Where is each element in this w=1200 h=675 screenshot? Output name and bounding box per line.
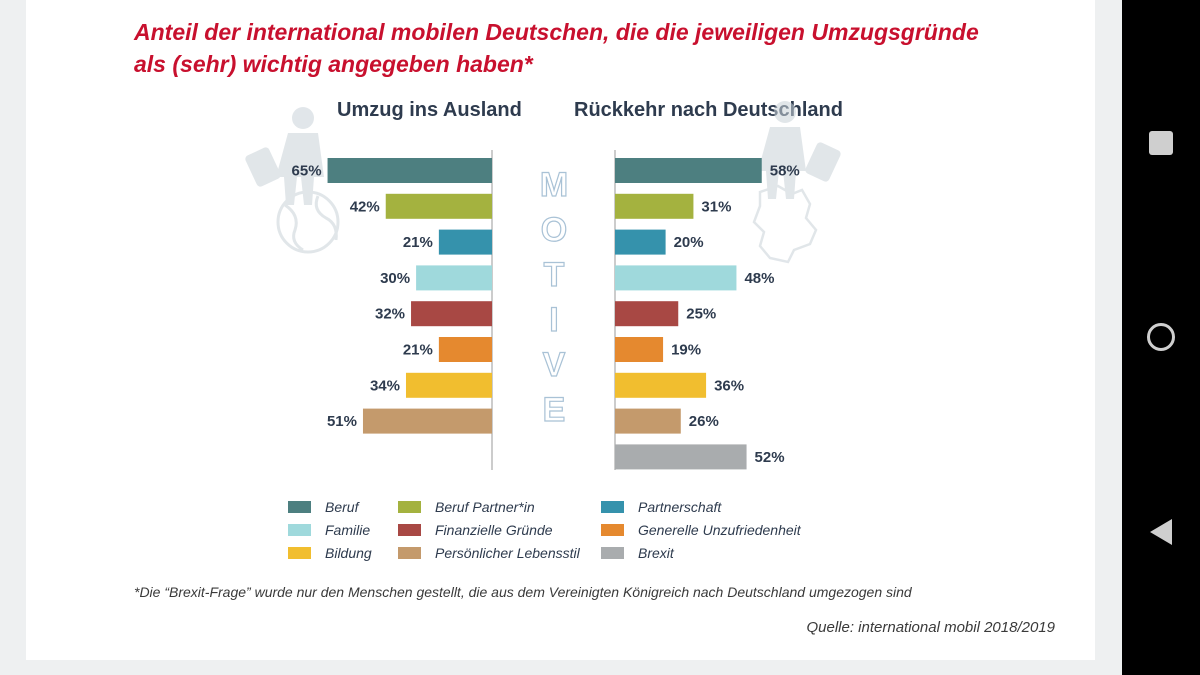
data-label: 31% [701, 198, 731, 215]
center-letter: V [543, 346, 566, 384]
bar-left [438, 229, 492, 255]
legend-label: Beruf [325, 499, 359, 515]
bar-left [385, 193, 492, 219]
background-illustrations [245, 101, 841, 264]
center-letter: E [543, 391, 566, 429]
bar-right [615, 265, 737, 291]
data-label: 25% [686, 306, 716, 323]
legend-swatch [601, 501, 624, 513]
legend-swatch [601, 524, 624, 536]
bar-left [416, 265, 492, 291]
legend-label: Bildung [325, 545, 372, 561]
legend-swatch [398, 501, 421, 513]
bar-left [362, 408, 492, 434]
data-label: 26% [689, 413, 719, 430]
legend-item: Familie [288, 521, 370, 539]
legend-swatch [288, 547, 311, 559]
bar-right [615, 193, 694, 219]
legend: Beruf Beruf Partner*in Partnerschaft Famili… [288, 498, 848, 568]
data-label: 65% [292, 163, 322, 180]
bar-left [327, 158, 492, 183]
bar-right [615, 158, 762, 183]
data-label: 52% [755, 449, 785, 466]
data-label: 36% [714, 377, 744, 394]
data-label: 32% [375, 306, 405, 323]
legend-item: Brexit [601, 544, 674, 562]
legend-label: Familie [325, 522, 371, 538]
legend-swatch [288, 524, 311, 536]
legend-label: Partnerschaft [638, 499, 722, 515]
bar-left [438, 337, 492, 362]
legend-item: Beruf [288, 498, 358, 516]
data-label: 21% [403, 234, 433, 251]
center-letter: T [544, 256, 565, 294]
back-button[interactable] [1146, 517, 1176, 547]
overview-button[interactable] [1146, 128, 1176, 158]
bar-right [615, 372, 707, 398]
legend-label: Generelle Unzufriedenheit [638, 522, 801, 538]
legend-item: Partnerschaft [601, 498, 721, 516]
data-label: 34% [370, 377, 400, 394]
traveller-icon [758, 101, 841, 199]
data-label: 30% [380, 270, 410, 287]
legend-item: Generelle Unzufriedenheit [601, 521, 801, 539]
center-letter: O [541, 211, 567, 249]
center-letter: M [540, 166, 568, 204]
traveller-icon [245, 107, 324, 205]
bar-left [411, 301, 492, 327]
legend-swatch [398, 547, 421, 559]
back-icon [1150, 519, 1172, 545]
legend-item: Bildung [288, 544, 372, 562]
chart-card [26, 0, 1095, 660]
legend-item: Beruf Partner*in [398, 498, 535, 516]
legend-label: Brexit [638, 545, 674, 561]
bar-chart: 65% 42% 21% 30% 32% 21% 34% 51% 58% 31% 20% 48% 25% 1… [245, 101, 841, 470]
globe-icon [276, 190, 340, 254]
chart-title: Anteil der international mobilen Deutsch… [134, 19, 979, 77]
bar-right [615, 408, 681, 434]
data-label: 21% [403, 342, 433, 359]
data-label: 42% [350, 198, 380, 215]
legend-swatch [398, 524, 421, 536]
legend-label: Beruf Partner*in [435, 499, 535, 515]
source-note: Quelle: international mobil 2018/2019 [806, 619, 1055, 636]
center-letter: I [549, 301, 558, 339]
legend-item: Persönlicher Lebensstil [398, 544, 580, 562]
android-nav-bar [1122, 0, 1200, 675]
data-label: 19% [671, 342, 701, 359]
panel-title-left: Umzug ins Ausland [337, 99, 522, 121]
data-label: 48% [744, 270, 774, 287]
legend-swatch [288, 501, 311, 513]
data-label: 20% [674, 234, 704, 251]
germany-map-icon [752, 184, 818, 264]
legend-swatch [601, 547, 624, 559]
bar-left [405, 372, 492, 398]
bar-right [615, 229, 666, 255]
bar-right [615, 337, 664, 362]
home-button[interactable] [1146, 322, 1176, 352]
home-icon [1147, 323, 1175, 351]
legend-label: Finanzielle Gründe [435, 522, 553, 538]
footnote: *Die “Brexit-Frage” wurde nur den Mensch… [134, 584, 912, 600]
data-label: 51% [327, 413, 357, 430]
overview-icon [1149, 131, 1173, 155]
data-label: 58% [770, 163, 800, 180]
legend-label: Persönlicher Lebensstil [435, 545, 580, 561]
legend-item: Finanzielle Gründe [398, 521, 553, 539]
bar-right [615, 444, 747, 470]
bar-right [615, 301, 679, 327]
